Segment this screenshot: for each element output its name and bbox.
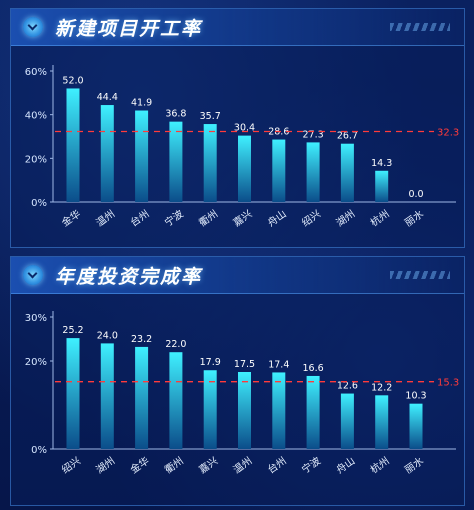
bar-value-label: 17.9 [200, 357, 221, 368]
bar[interactable] [272, 139, 286, 202]
panel-header: 新建项目开工率 [11, 9, 464, 46]
bar[interactable] [203, 370, 217, 449]
x-category-label: 温州 [94, 208, 117, 229]
bar[interactable] [169, 352, 183, 449]
x-category-label: 舟山 [333, 454, 357, 476]
header-decoration [390, 271, 450, 279]
bar[interactable] [135, 346, 149, 449]
bar[interactable] [238, 135, 251, 202]
bar-value-label: 23.2 [131, 334, 152, 345]
bar[interactable] [340, 143, 354, 202]
y-tick-label: 40% [25, 111, 47, 122]
bar-chart-annual-investment-completion-rate: 0% 20% 30% 25.2 绍兴 24.0 湖州 23.2 金华 22.0 衢州 17.9 嘉兴 17… [25, 311, 459, 476]
reference-line-label: 32.3 [437, 127, 459, 138]
x-category-label: 台州 [265, 454, 289, 476]
bar-value-label: 17.4 [268, 359, 289, 370]
bar-value-label: 25.2 [62, 325, 83, 336]
y-tick-label: 20% [25, 357, 47, 368]
bar-value-label: 14.3 [371, 158, 392, 169]
y-tick-label: 20% [25, 154, 47, 165]
bar-value-label: 35.7 [200, 111, 221, 122]
x-category-label: 绍兴 [299, 207, 323, 229]
x-category-label: 台州 [128, 207, 152, 229]
x-category-label: 嘉兴 [231, 207, 255, 229]
y-tick-label: 60% [25, 67, 47, 78]
bar-value-label: 41.9 [131, 98, 152, 109]
bar[interactable] [135, 110, 149, 202]
bar-value-label: 44.4 [97, 92, 118, 103]
bar[interactable] [272, 372, 286, 449]
bar-value-label: 17.5 [234, 359, 255, 370]
bar[interactable] [100, 105, 114, 202]
bar-value-label: 16.6 [303, 363, 324, 374]
bar-chart-new-project-start-rate: 0% 20% 40% 60% 52.0 金华 44.4 温州 41.9 台州 36.8 宁波 35.7 衢… [25, 65, 459, 229]
bar-value-label: 12.2 [371, 382, 392, 393]
x-category-label: 舟山 [265, 207, 289, 229]
bar-value-label: 22.0 [165, 339, 186, 350]
bar[interactable] [306, 142, 320, 202]
x-category-label: 嘉兴 [196, 454, 220, 476]
x-category-label: 金华 [128, 454, 152, 476]
panel-header: 年度投资完成率 [11, 257, 464, 294]
bar-value-label: 12.6 [337, 381, 358, 392]
bar-value-label: 0.0 [408, 189, 423, 200]
bar-value-label: 52.0 [62, 75, 83, 86]
bar[interactable] [238, 372, 251, 449]
bar[interactable] [66, 88, 80, 202]
x-category-label: 绍兴 [59, 454, 83, 476]
bar[interactable] [100, 343, 114, 449]
bar[interactable] [409, 403, 423, 449]
bar[interactable] [66, 338, 80, 449]
y-tick-label: 30% [25, 313, 47, 324]
panel-new-project-start-rate: 新建项目开工率 0% 20% 40% 60% 52.0 金华 44.4 温州 41.9 台州 36.… [10, 8, 465, 248]
x-category-label: 丽水 [403, 455, 426, 476]
bar-value-label: 30.4 [234, 123, 255, 134]
x-category-label: 衢州 [163, 455, 186, 476]
bar-value-label: 26.7 [337, 131, 358, 142]
x-category-label: 金华 [59, 207, 83, 229]
panel-annual-investment-completion-rate: 年度投资完成率 0% 20% 30% 25.2 绍兴 24.0 湖州 23.2 金华 22.0 衢州… [10, 256, 465, 506]
bar[interactable] [375, 395, 389, 449]
header-decoration [390, 23, 450, 31]
x-category-label: 宁波 [162, 207, 186, 229]
reference-line-label: 15.3 [437, 378, 459, 389]
x-category-label: 宁波 [299, 454, 323, 476]
panel-title: 年度投资完成率 [55, 266, 203, 288]
bar[interactable] [306, 375, 320, 449]
chevron-down-icon[interactable] [23, 265, 43, 285]
y-tick-label: 0% [31, 445, 47, 456]
bar[interactable] [375, 170, 389, 202]
bar[interactable] [203, 124, 217, 202]
x-category-label: 温州 [231, 455, 254, 476]
y-tick-label: 0% [31, 198, 47, 209]
bar-value-label: 36.8 [165, 109, 186, 120]
x-category-label: 丽水 [403, 208, 426, 229]
bar-value-label: 10.3 [405, 391, 426, 402]
bar[interactable] [169, 121, 183, 202]
x-category-label: 杭州 [368, 207, 392, 229]
x-category-label: 杭州 [368, 454, 392, 476]
x-category-label: 衢州 [197, 208, 220, 229]
panel-title: 新建项目开工率 [55, 18, 203, 40]
bar[interactable] [340, 393, 354, 449]
chevron-down-icon[interactable] [23, 17, 43, 37]
x-category-label: 湖州 [94, 455, 117, 476]
x-category-label: 湖州 [334, 208, 357, 229]
bar-value-label: 24.0 [97, 330, 118, 341]
bar-value-label: 27.3 [303, 129, 324, 140]
